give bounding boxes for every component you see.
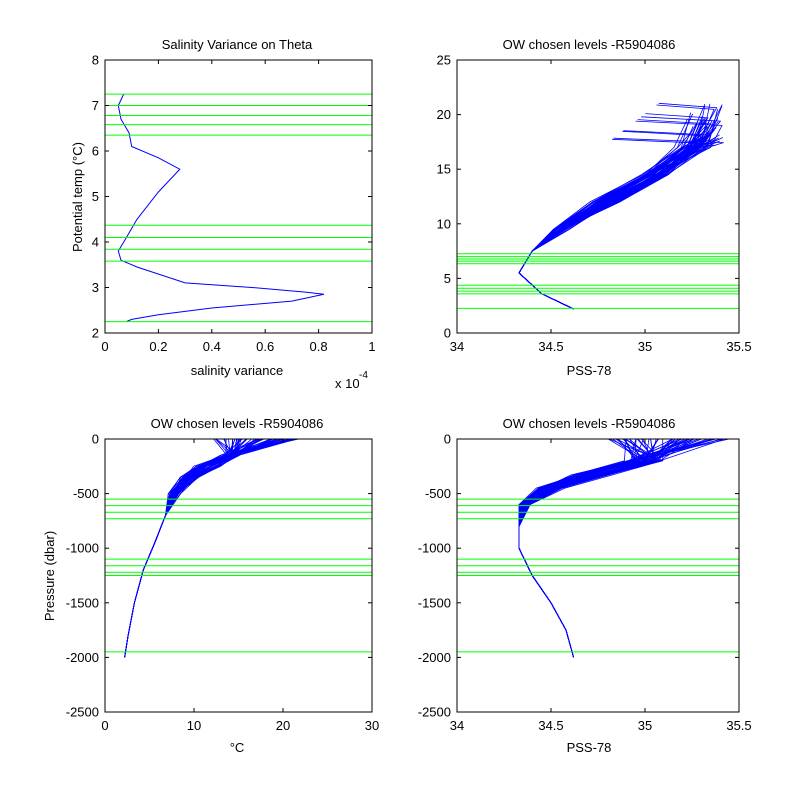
x-tick-label: 0 [101,718,108,733]
plot-area [105,93,372,323]
y-axis-label: Potential temp (°C) [70,142,85,252]
axes-box [456,59,740,334]
y-tick-label: -2500 [66,705,99,720]
plot-area [457,439,739,658]
x-axis-exponent: x 10 [335,376,360,391]
y-tick-label: 0 [444,326,451,341]
y-tick-label: -1000 [66,541,99,556]
x-tick-label: 34 [450,718,464,733]
theta-salinity-panel: OW chosen levels -R5904086 PSS-78 34 34.5… [437,37,752,378]
x-tick-label: 1 [368,339,375,354]
x-tick-label: 20 [276,718,290,733]
y-tick-label: 0 [444,432,451,447]
x-tick-label: 0.4 [203,339,221,354]
x-tick-label: 35.5 [726,718,751,733]
x-tick-label: 35 [638,339,652,354]
chart-title: OW chosen levels -R5904086 [503,37,676,52]
plot-area [105,439,372,658]
axes-box [456,438,740,713]
y-tick-label: 0 [92,432,99,447]
x-axis-exponent-power: -4 [359,370,368,381]
chart-title: OW chosen levels -R5904086 [503,416,676,431]
y-tick-label: 6 [92,144,99,159]
y-tick-label: -500 [425,486,451,501]
y-tick-label: 7 [92,98,99,113]
x-tick-label: 35 [638,718,652,733]
pressure-temperature-panel: OW chosen levels -R5904086 °C Pressure (… [42,416,379,755]
x-tick-label: 10 [187,718,201,733]
y-tick-label: -1500 [66,595,99,610]
y-tick-label: 20 [437,107,451,122]
y-tick-label: 15 [437,162,451,177]
plot-area [457,102,739,310]
x-axis-label: PSS-78 [567,740,612,755]
y-tick-label: -2000 [418,650,451,665]
profile-line [124,439,274,658]
y-tick-label: -1000 [418,541,451,556]
x-tick-label: 34.5 [538,339,563,354]
y-tick-label: 25 [437,53,451,68]
y-tick-label: 5 [444,271,451,286]
x-axis-label: PSS-78 [567,363,612,378]
x-tick-label: 0.6 [256,339,274,354]
y-tick-label: -1500 [418,595,451,610]
y-tick-label: -500 [73,486,99,501]
y-tick-label: 2 [92,326,99,341]
y-axis-label: Pressure (dbar) [42,531,57,621]
salinity-variance-panel: Salinity Variance on Theta salinity vari… [70,37,376,391]
x-tick-label: 35.5 [726,339,751,354]
y-tick-label: 8 [92,53,99,68]
x-tick-label: 34 [450,339,464,354]
profile-line [518,439,680,658]
x-tick-label: 0.8 [310,339,328,354]
x-tick-label: 34.5 [538,718,563,733]
chart-title: OW chosen levels -R5904086 [151,416,324,431]
x-tick-label: 30 [365,718,379,733]
series-line [117,93,325,323]
pressure-salinity-panel: OW chosen levels -R5904086 PSS-78 34 34.5… [418,416,752,755]
profile-line [518,144,717,310]
x-axis-label: °C [230,740,245,755]
y-tick-label: -2000 [66,650,99,665]
x-axis-label: salinity variance [191,363,284,378]
y-tick-label: -2500 [418,705,451,720]
x-tick-label: 0.2 [149,339,167,354]
y-tick-label: 3 [92,280,99,295]
y-tick-label: 10 [437,216,451,231]
axes-box [104,438,373,713]
x-tick-label: 0 [101,339,108,354]
y-tick-label: 5 [92,189,99,204]
y-tick-label: 4 [92,235,99,250]
chart-title: Salinity Variance on Theta [162,37,313,52]
